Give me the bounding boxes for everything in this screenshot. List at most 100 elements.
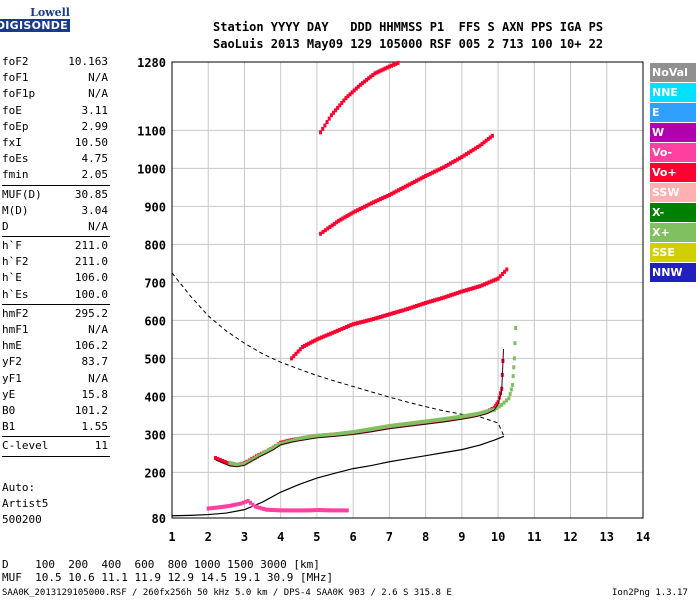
trace-point (298, 347, 302, 352)
trace-point (342, 431, 346, 436)
trace-point (417, 177, 421, 182)
trace-point (439, 417, 443, 422)
trace-point (369, 74, 373, 79)
trace-point (490, 133, 494, 138)
trace-point (512, 356, 516, 361)
y-tick-label: 400 (144, 390, 166, 404)
trace-point (439, 296, 443, 301)
trace-point (346, 94, 350, 99)
trace-point (390, 423, 394, 428)
trace-point (367, 427, 371, 432)
trace-point (455, 157, 459, 162)
muf-row: MUF 10.5 10.6 11.1 11.9 12.9 14.5 19.1 3… (2, 571, 334, 584)
trace-point (383, 424, 387, 429)
trace-point (512, 365, 516, 370)
param-name: foF1p (2, 87, 36, 101)
trace-point (437, 417, 441, 422)
legend-item-sse: SSE (650, 243, 696, 262)
trace-point (451, 415, 455, 420)
trace-point (392, 190, 396, 195)
trace-point (403, 422, 407, 427)
param-name: hmE (2, 339, 22, 353)
param-name: foE (2, 103, 22, 117)
param-name: foEp (2, 119, 29, 133)
trace-point (206, 506, 210, 511)
trace-point (363, 79, 367, 84)
trace-point (264, 449, 268, 454)
trace-point (260, 452, 264, 457)
trace-point (453, 415, 457, 420)
trace-point (283, 508, 287, 513)
trace-point (471, 147, 475, 152)
trace-point (241, 500, 245, 505)
trace-point (311, 339, 315, 344)
legend-item-w: W (650, 123, 696, 142)
trace-point (339, 217, 343, 222)
trace-point (215, 505, 219, 510)
trace-point (253, 504, 257, 509)
trace-point (244, 499, 248, 504)
legend-item-nne: NNE (650, 83, 696, 102)
trace-point (327, 116, 331, 121)
trace-point (396, 60, 400, 65)
autoscaling-info: Auto: Artist5 500200 (2, 480, 48, 528)
trace-point (360, 205, 364, 210)
trace-point (485, 281, 489, 286)
trace-point (482, 410, 486, 415)
trace-point (410, 181, 414, 186)
trace-point (232, 502, 236, 507)
trace-point (394, 423, 398, 428)
trace-point (290, 356, 294, 361)
trace-point (408, 306, 412, 311)
trace-point (365, 318, 369, 323)
trace-point (390, 311, 394, 316)
trace-point (514, 326, 518, 330)
param-value: 10.50 (74, 135, 108, 149)
trace-point (460, 155, 464, 159)
trace-point (494, 277, 498, 282)
trace-point (266, 507, 270, 512)
trace-point (307, 341, 311, 346)
trace-point (344, 430, 348, 435)
trace-point (444, 294, 448, 299)
x-tick-label: 11 (527, 530, 541, 544)
trace-point (338, 431, 342, 436)
trace-point (328, 224, 332, 229)
param-row: h`F 211.0 (2, 238, 110, 254)
trace-point (253, 455, 257, 460)
trace-point (502, 400, 506, 405)
trace-point (242, 462, 246, 467)
trace-point (347, 212, 351, 217)
param-value: 106.0 (74, 271, 108, 285)
trace-point (399, 422, 403, 427)
legend-item-nnw: NNW (650, 263, 696, 282)
trace-point (419, 302, 423, 307)
trace-point (469, 149, 473, 154)
trace-point (406, 183, 409, 188)
trace-point (323, 228, 327, 233)
trace-point (258, 505, 262, 510)
trace-point (353, 429, 357, 434)
trace-point (332, 508, 336, 513)
trace-point (376, 425, 380, 430)
param-value: 3.04 (81, 203, 109, 217)
param-name: MUF(D) (2, 187, 42, 201)
x-tick-label: 10 (491, 530, 505, 544)
trace-point (444, 416, 448, 421)
param-row: B0 101.2 (2, 403, 110, 419)
trace-point (383, 313, 387, 318)
trace-point (455, 291, 459, 296)
trace-point (480, 283, 484, 288)
trace-point (467, 413, 471, 418)
x-tick-label: 5 (313, 530, 320, 544)
muf-table: D 100 200 400 600 800 1000 1500 3000 [km… (2, 558, 333, 584)
trace-point (223, 460, 227, 465)
logo-lowell-text: Lowell (30, 6, 70, 19)
trace-point (221, 459, 225, 463)
trace-point (396, 309, 400, 314)
param-name: h`F2 (2, 255, 29, 269)
trace-point (369, 201, 373, 206)
param-value: 15.8 (81, 387, 109, 401)
trace-point (300, 345, 304, 349)
trace-point (351, 430, 355, 435)
